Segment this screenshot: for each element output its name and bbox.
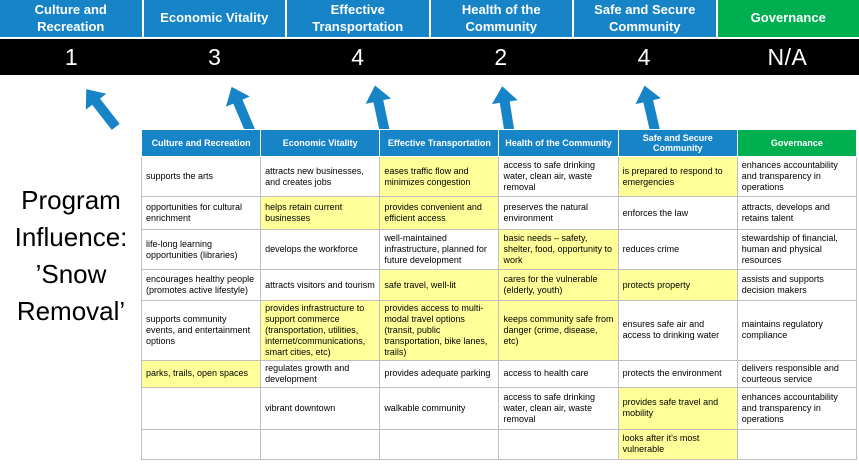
matrix-cell: parks, trails, open spaces	[140, 359, 262, 388]
matrix-cell: provides convenient and efficient access	[379, 196, 500, 230]
matrix-cell: regulates growth and development	[260, 359, 381, 388]
pillar-header-culture-and-recreation: Culture and Recreation	[0, 0, 142, 37]
matrix-cell: eases traffic flow and minimizes congest…	[379, 156, 500, 197]
pillar-header-economic-vitality: Economic Vitality	[143, 0, 285, 37]
matrix-header-effective-transportation: Effective Transportation	[379, 129, 500, 157]
pillar-header-health-of-the-community: Health of the Community	[430, 0, 572, 37]
matrix-cell: protects the environment	[617, 359, 738, 388]
matrix-cell: assists and supports decision makers	[736, 269, 858, 301]
matrix-cell: is prepared to respond to emergencies	[617, 156, 738, 197]
matrix-cell: enforces the law	[617, 196, 738, 230]
up-arrow-icon-4	[489, 84, 522, 135]
matrix-header-health-of-the-community: Health of the Community	[498, 129, 619, 157]
matrix-cell: enhances accountability and transparency…	[736, 156, 858, 197]
program-title: Program Influence: ’Snow Removal’	[0, 182, 142, 330]
score-governance: N/A	[767, 43, 808, 70]
matrix-row-8: looks after it's most vulnerable	[140, 428, 858, 460]
matrix-cell: keeps community safe from danger (crime,…	[498, 300, 619, 361]
program-title-line-2: Influence:	[14, 221, 128, 252]
pillar-header-effective-transportation: Effective Transportation	[287, 0, 429, 37]
pillar-header-row: Culture and Recreation Economic Vitality E…	[0, 0, 859, 37]
matrix-cell: attracts new businesses, and creates job…	[260, 156, 381, 197]
matrix-cell: provides safe travel and mobility	[617, 386, 738, 430]
matrix-cell: enhances accountability and transparency…	[736, 386, 858, 430]
matrix-cell: opportunities for cultural enrichment	[140, 196, 262, 230]
matrix-cell: reduces crime	[617, 229, 738, 270]
matrix-cell: ensures safe air and access to drinking …	[617, 300, 738, 361]
matrix-cell	[736, 428, 858, 460]
matrix-cell: stewardship of financial, human and phys…	[736, 229, 858, 270]
score-culture-and-recreation: 1	[64, 43, 79, 70]
matrix-header-economic-vitality: Economic Vitality	[260, 129, 381, 157]
matrix-header-safe-and-secure-community: Safe and Secure Community	[617, 129, 738, 157]
matrix-cell: access to health care	[498, 359, 619, 388]
up-arrow-icon-1	[76, 81, 126, 135]
matrix-cell: well-maintained infrastructure, planned …	[379, 229, 500, 270]
matrix-cell: delivers responsible and courteous servi…	[736, 359, 858, 388]
matrix-cell: life-long learning opportunities (librar…	[140, 229, 262, 270]
matrix-cell: helps retain current businesses	[260, 196, 381, 230]
matrix-row-1: supports the arts attracts new businesses…	[140, 156, 858, 197]
matrix-row-2: opportunities for cultural enrichment hel…	[140, 196, 858, 230]
matrix-cell: supports community events, and entertain…	[140, 300, 262, 361]
matrix-row-3: life-long learning opportunities (librar…	[140, 229, 858, 270]
matrix-cell: walkable community	[379, 386, 500, 430]
matrix-row-6: parks, trails, open spaces regulates grow…	[140, 359, 858, 388]
matrix-header-culture-and-recreation: Culture and Recreation	[140, 129, 262, 157]
matrix-cell: attracts visitors and tourism	[260, 269, 381, 301]
matrix-cell: attracts, develops and retains talent	[736, 196, 858, 230]
pillar-header-governance: Governance	[717, 0, 859, 37]
matrix-cell	[140, 428, 262, 460]
score-safe-and-secure-community: 4	[637, 43, 651, 70]
matrix-cell: looks after it's most vulnerable	[617, 428, 738, 460]
up-arrow-icon-2	[220, 82, 263, 136]
matrix-cell: provides adequate parking	[379, 359, 500, 388]
matrix-cell	[498, 428, 619, 460]
matrix-body: supports the arts attracts new businesses…	[140, 156, 858, 460]
matrix-cell	[140, 386, 262, 430]
matrix-cell: protects property	[617, 269, 738, 301]
pillar-header-safe-and-secure-community: Safe and Secure Community	[574, 0, 716, 37]
matrix-cell	[379, 428, 500, 460]
matrix-cell: provides infrastructure to support comme…	[260, 300, 381, 361]
matrix-row-5: supports community events, and entertain…	[140, 300, 858, 361]
matrix-cell: safe travel, well-lit	[379, 269, 500, 301]
score-economic-vitality: 3	[208, 43, 222, 70]
matrix-cell: access to safe drinking water, clean air…	[498, 156, 619, 197]
matrix-cell: cares for the vulnerable (elderly, youth…	[498, 269, 619, 301]
matrix-head: Culture and Recreation Economic Vitality E…	[140, 129, 858, 157]
score-row: 1 3 4 2 4 N/A	[0, 39, 859, 75]
matrix-header-row: Culture and Recreation Economic Vitality E…	[140, 129, 858, 157]
matrix-cell: access to safe drinking water, clean air…	[498, 386, 619, 430]
matrix-cell: preserves the natural environment	[498, 196, 619, 230]
matrix-header-governance: Governance	[736, 129, 858, 157]
up-arrow-icon-3	[362, 83, 397, 135]
influence-matrix: Culture and Recreation Economic Vitality E…	[140, 129, 858, 460]
program-title-line-1: Program	[21, 185, 121, 215]
program-title-line-4: Removal’	[16, 295, 126, 326]
matrix-cell	[260, 428, 381, 460]
matrix-cell: encourages healthy people (promotes acti…	[140, 269, 262, 301]
matrix-cell: maintains regulatory compliance	[736, 300, 858, 361]
up-arrow-icon-5	[632, 83, 668, 136]
matrix-row-4: encourages healthy people (promotes acti…	[140, 269, 858, 301]
matrix-row-7: vibrant downtown walkable community access…	[140, 386, 858, 430]
score-health-of-the-community: 2	[494, 43, 508, 70]
program-title-line-3: ’Snow	[35, 258, 107, 289]
matrix-cell: provides access to multi-modal travel op…	[379, 300, 500, 361]
matrix-cell: supports the arts	[140, 156, 262, 197]
score-effective-transportation: 4	[351, 43, 365, 70]
matrix-cell: develops the workforce	[260, 229, 381, 270]
matrix-cell: basic needs – safety, shelter, food, opp…	[498, 229, 619, 270]
matrix-cell: vibrant downtown	[260, 386, 381, 430]
